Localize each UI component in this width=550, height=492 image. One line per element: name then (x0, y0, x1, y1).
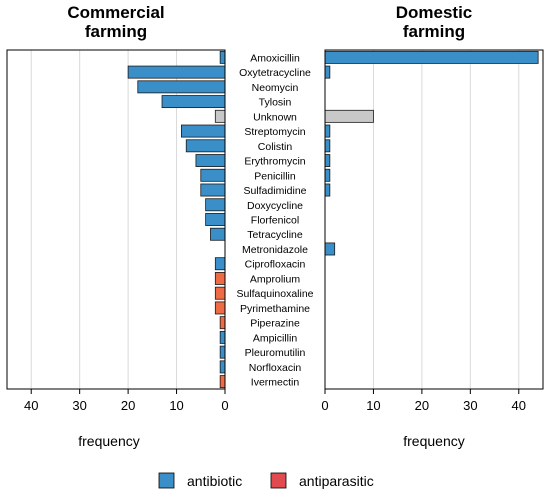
domestic-plot-frame (324, 49, 544, 390)
commercial-tick-label: 20 (121, 398, 135, 413)
commercial-bar-oxytetracycline (127, 65, 226, 79)
category-label-ampicillin: Ampicillin (253, 332, 298, 344)
category-label-pleuromutilin: Pleuromutilin (245, 347, 306, 359)
commercial-bar-tylosin (161, 95, 226, 109)
domestic-bar-streptomycin (324, 124, 331, 138)
category-label-tylosin: Tylosin (259, 97, 292, 109)
category-label-erythromycin: Erythromycin (244, 156, 305, 168)
commercial-bar-amprolium (214, 272, 226, 285)
commercial-tick-label: 40 (24, 398, 38, 413)
commercial-tick-label: 30 (72, 398, 86, 413)
commercial-tick-label: 10 (169, 398, 183, 413)
domestic-bar-unknown (324, 109, 374, 123)
domestic-bar-metronidazole (324, 242, 336, 256)
commercial-bar-doxycycline (205, 198, 226, 212)
commercial-bar-erythromycin (195, 154, 226, 167)
legend-swatch-antibiotic (158, 472, 175, 489)
domestic-bar-amoxicillin (324, 50, 539, 64)
domestic-bar-penicillin (324, 168, 331, 182)
category-label-penicillin: Penicillin (254, 170, 296, 182)
domestic-bar-erythromycin (324, 154, 331, 167)
category-label-streptomycin: Streptomycin (244, 126, 305, 138)
category-label-metronidazole: Metronidazole (242, 244, 308, 256)
commercial-bar-ampicillin (219, 330, 226, 344)
commercial-bar-pyrimethamine (214, 301, 226, 315)
commercial-bar-amoxicillin (219, 50, 226, 64)
category-label-amoxicillin: Amoxicillin (250, 52, 300, 64)
commercial-bar-sulfadimidine (200, 183, 226, 197)
commercial-title-line-0: Commercial (67, 3, 164, 22)
category-label-oxytetracycline: Oxytetracycline (239, 67, 311, 79)
domestic-bar-colistin (324, 139, 331, 153)
legend-label-antiparasitic: antiparasitic (299, 473, 374, 489)
commercial-bar-unknown (214, 109, 226, 123)
category-label-doxycycline: Doxycycline (247, 200, 303, 212)
commercial-bar-tetracycline (210, 227, 226, 241)
commercial-x-axis-label: frequency (78, 433, 139, 449)
domestic-tick-label: 20 (415, 398, 429, 413)
commercial-bar-piperazine (219, 316, 226, 330)
category-label-florfenicol: Florfenicol (251, 215, 299, 227)
category-label-sulfadimidine: Sulfadimidine (243, 185, 306, 197)
commercial-bar-florfenicol (205, 213, 226, 226)
category-label-unknown: Unknown (253, 111, 297, 123)
domestic-bar-sulfadimidine (324, 183, 331, 197)
category-labels: Amoxicillin Oxytetracycline Neomycin Tylosi… (236, 52, 313, 388)
domestic-x-axis-label: frequency (403, 433, 464, 449)
commercial-title-line-1: farming (85, 22, 147, 41)
category-label-ciprofloxacin: Ciprofloxacin (245, 259, 306, 271)
commercial-bar-streptomycin (180, 124, 226, 138)
commercial-bar-ivermectin (219, 375, 226, 389)
domestic-bar-oxytetracycline (324, 65, 331, 79)
domestic-title-line-0: Domestic (396, 3, 473, 22)
domestic-tick-label: 10 (366, 398, 380, 413)
category-label-ivermectin: Ivermectin (251, 377, 300, 389)
commercial-bar-neomycin (137, 80, 226, 94)
category-label-norfloxacin: Norfloxacin (249, 362, 302, 374)
legend-swatch-antiparasitic (270, 472, 287, 489)
commercial-bar-sulfaquinoxaline (214, 286, 226, 300)
commercial-bar-norfloxacin (219, 360, 226, 374)
commercial-bar-penicillin (200, 168, 226, 182)
domestic-title-line-1: farming (403, 22, 465, 41)
category-label-neomycin: Neomycin (252, 82, 299, 94)
legend-label-antibiotic: antibiotic (187, 473, 242, 489)
commercial-bar-pleuromutilin (219, 345, 226, 359)
commercial-tick-label: 0 (221, 398, 228, 413)
category-label-colistin: Colistin (258, 141, 293, 153)
category-label-pyrimethamine: Pyrimethamine (240, 303, 310, 315)
category-label-piperazine: Piperazine (250, 318, 300, 330)
commercial-bar-colistin (185, 139, 226, 153)
domestic-tick-label: 30 (463, 398, 477, 413)
commercial-bar-ciprofloxacin (214, 257, 226, 271)
domestic-tick-label: 0 (321, 398, 328, 413)
category-label-tetracycline: Tetracycline (247, 229, 303, 241)
category-label-amprolium: Amprolium (250, 273, 300, 285)
category-label-sulfaquinoxaline: Sulfaquinoxaline (236, 288, 313, 300)
commercial-plot-frame (6, 49, 226, 390)
domestic-tick-label: 40 (512, 398, 526, 413)
legend: antibiotic antiparasitic (158, 472, 374, 489)
